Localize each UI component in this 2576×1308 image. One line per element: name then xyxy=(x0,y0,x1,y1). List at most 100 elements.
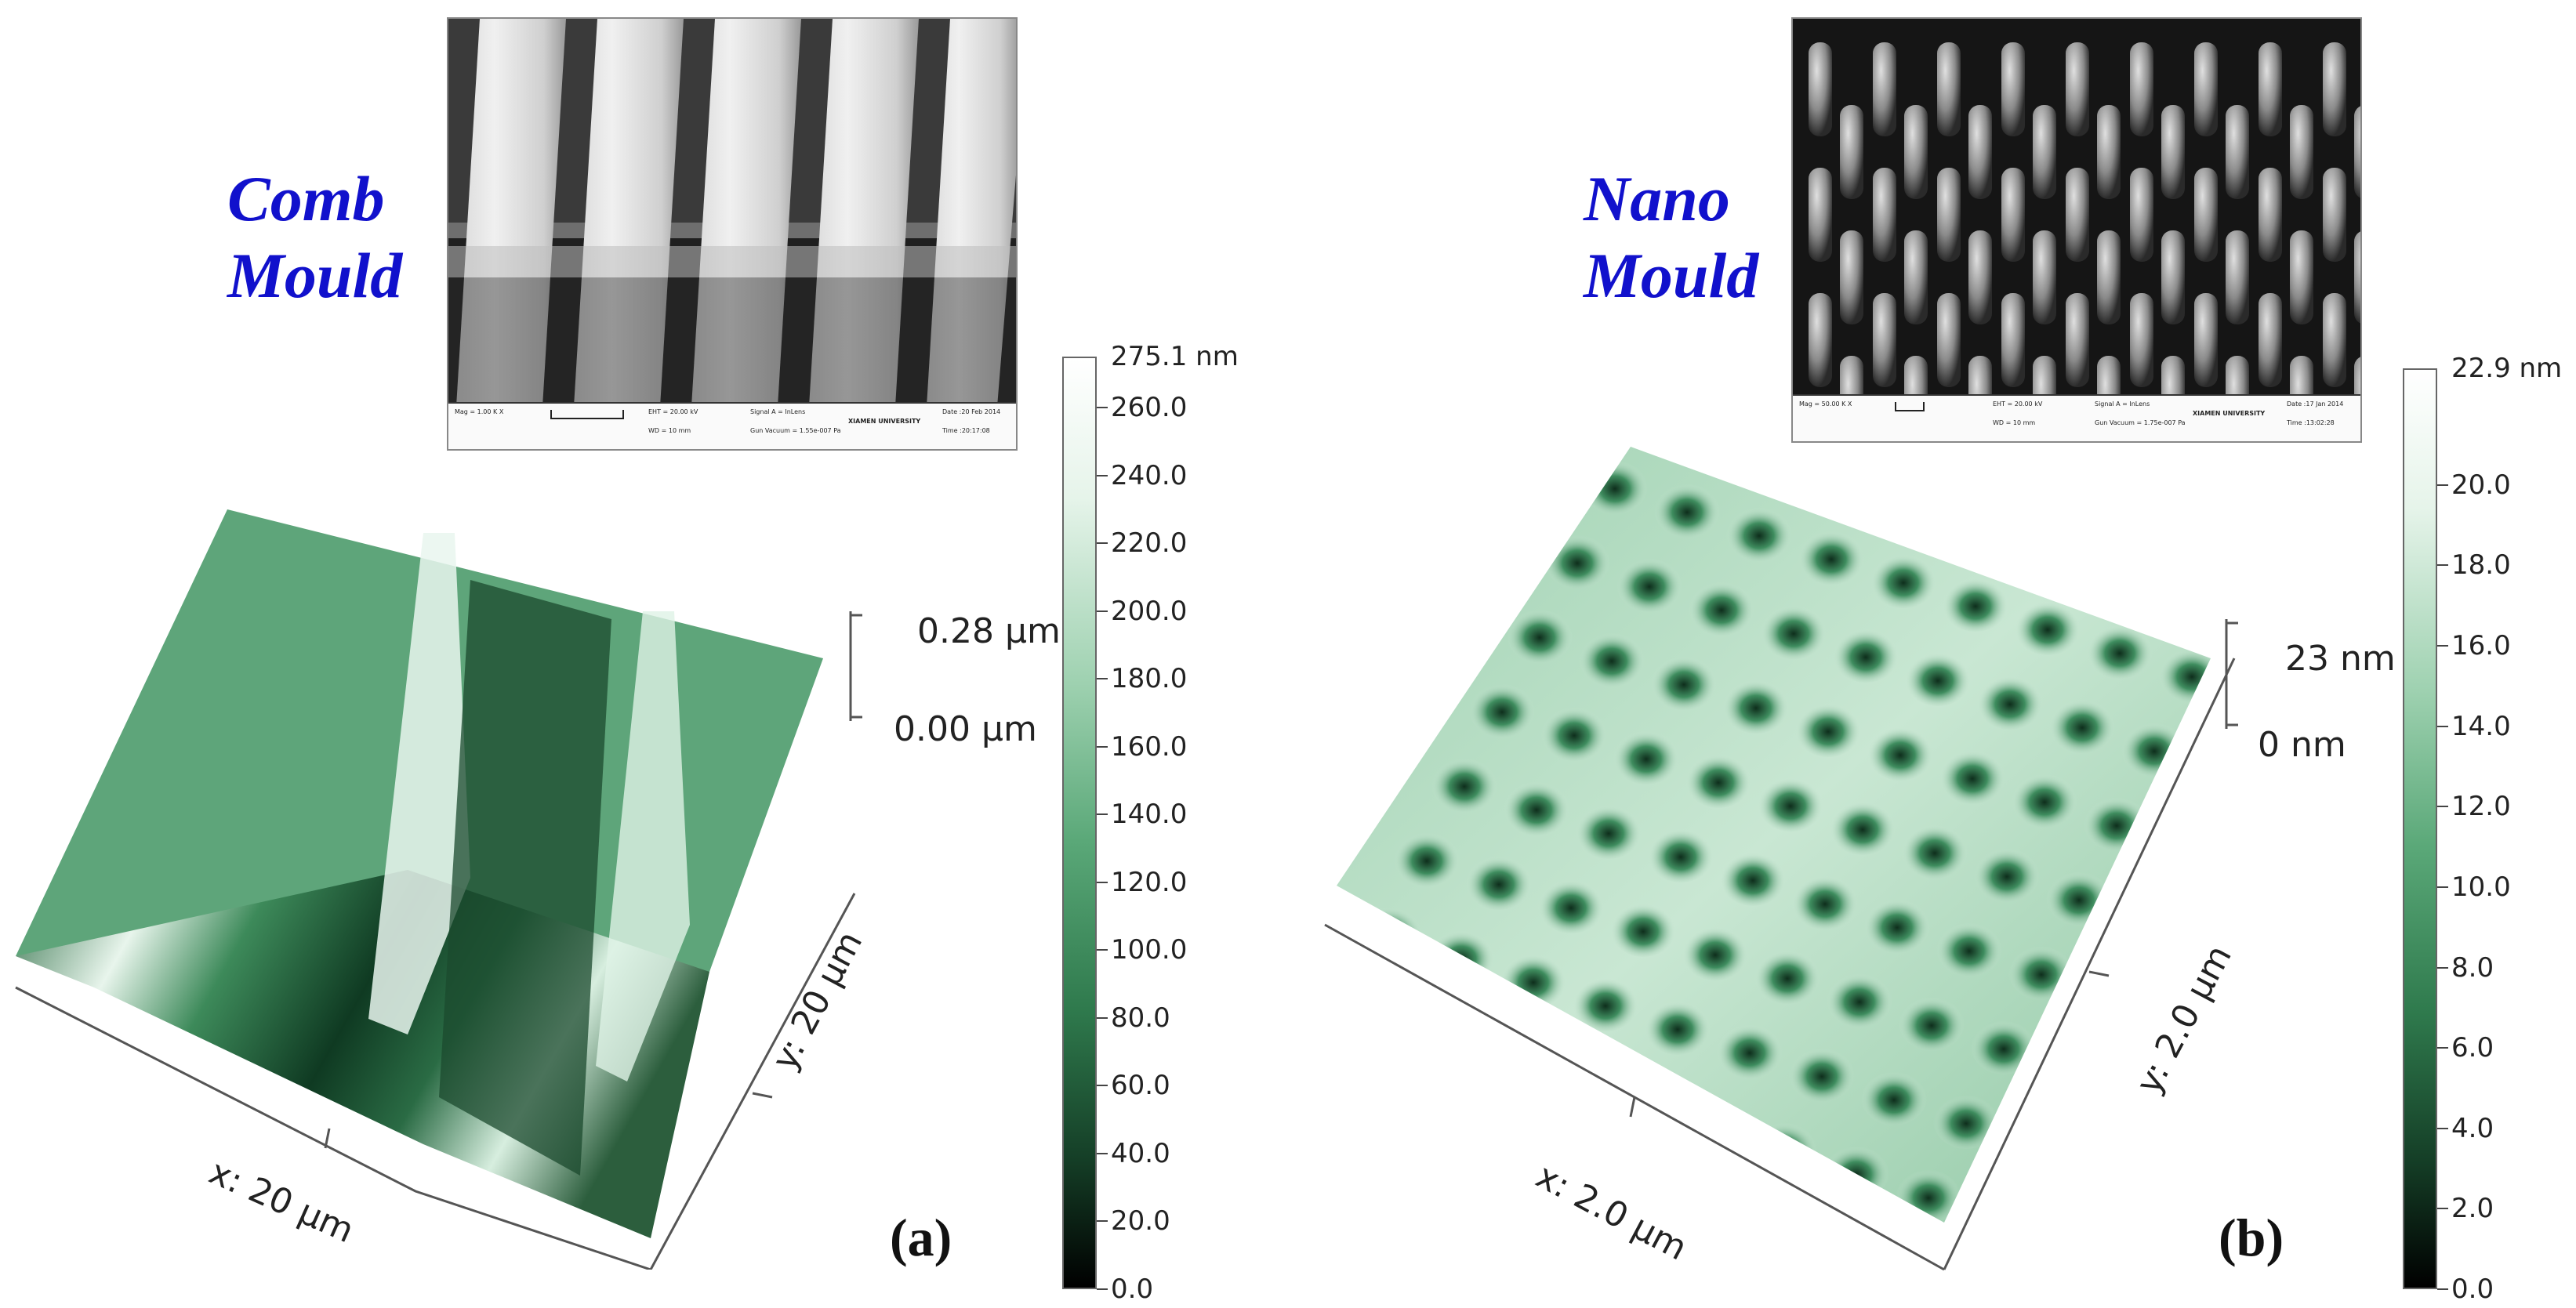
afm-dimple xyxy=(2046,869,2112,926)
sem-vacuum: Gun Vacuum = 1.55e-007 Pa xyxy=(750,427,841,434)
sem-pillar xyxy=(2066,293,2089,387)
sem-vacuum: Gun Vacuum = 1.75e-007 Pa xyxy=(2095,419,2186,426)
sem-pillar xyxy=(1968,230,1992,324)
afm-dimple xyxy=(1573,975,1638,1031)
nano-colorbar: 22.9 nm 20.0 18.0 16.0 14.0 12.0 10.0 8.0 6.0 4.… xyxy=(2403,353,2571,1305)
colorbar-tick xyxy=(2437,1047,2448,1049)
colorbar-tick xyxy=(1097,1220,1108,1223)
colorbar-tick-label: 200.0 xyxy=(1111,595,1188,627)
colorbar-tick-label: 20.0 xyxy=(1111,1205,1170,1237)
sem-pillar xyxy=(2130,42,2153,136)
sem-pillar xyxy=(1840,356,1863,441)
sem-signal: Signal A = InLens xyxy=(2095,400,2150,408)
afm-dimple xyxy=(1902,822,1968,879)
afm-dimple xyxy=(1544,532,1610,589)
afm-dimple xyxy=(1761,603,1827,659)
colorbar-tick xyxy=(1097,678,1108,680)
afm-dimple xyxy=(1391,1002,1457,1059)
colorbar-tick-label: 40.0 xyxy=(1111,1137,1170,1169)
colorbar-tick-label: 80.0 xyxy=(1111,1002,1170,1034)
sem-time: Time :13:02:28 xyxy=(2287,419,2335,426)
afm-dimple xyxy=(1723,677,1789,734)
sem-pillar xyxy=(1937,293,1961,387)
afm-dimple xyxy=(1943,575,2008,632)
panel-b-label: (b) xyxy=(2219,1208,2284,1267)
sem-pillar xyxy=(1968,105,1992,199)
panel-a-label: (a) xyxy=(890,1208,952,1267)
colorbar-tick xyxy=(1097,407,1108,409)
sem-pillar xyxy=(2161,105,2185,199)
colorbar-tick-label: 4.0 xyxy=(2451,1112,2494,1144)
afm-dimple xyxy=(2015,599,2081,655)
afm-dimple xyxy=(1899,995,1965,1051)
colorbar-tick-label: 6.0 xyxy=(2451,1032,2494,1064)
afm-dimple xyxy=(1798,528,1864,585)
afm-dimple xyxy=(1613,728,1679,784)
nano-title-line2: Mould xyxy=(1584,240,1759,311)
afm-dimple xyxy=(1394,830,1460,886)
nano-z-bottom-label: 0 nm xyxy=(2258,725,2346,765)
colorbar-tick-label: 160.0 xyxy=(1111,730,1188,763)
colorbar-tick-label: 2.0 xyxy=(2451,1193,2494,1225)
afm-dimple xyxy=(1830,799,1896,855)
afm-dimple xyxy=(1507,607,1573,663)
colorbar-tick-label: 240.0 xyxy=(1111,459,1188,491)
colorbar-ticks: 22.9 nm 20.0 18.0 16.0 14.0 12.0 10.0 8.0 6.0 4.… xyxy=(2437,353,2571,1305)
colorbar-tick xyxy=(1097,1016,1108,1019)
sem-pillar xyxy=(1840,230,1863,324)
colorbar-tick-label: 12.0 xyxy=(2451,791,2511,823)
afm-dimple xyxy=(1758,775,1823,832)
afm-dimple xyxy=(1861,1069,1927,1125)
afm-dimple xyxy=(1610,900,1676,957)
afm-dimple xyxy=(1792,873,1858,929)
afm-dimple xyxy=(1500,951,1566,1008)
comb-z-bottom-label: 0.00 µm xyxy=(894,709,1037,749)
sem-pillar xyxy=(2323,293,2346,387)
comb-colorbar: 275.1 nm 260.0 240.0 220.0 200.0 180.0 160.0 1… xyxy=(1062,341,1391,1305)
sem-org: XIAMEN UNIVERSITY xyxy=(848,418,921,425)
colorbar-gradient xyxy=(2403,368,2437,1289)
sem-pillar xyxy=(2194,42,2218,136)
colorbar-tick xyxy=(1097,745,1108,748)
sem-pillar xyxy=(2354,106,2360,198)
afm-dimple xyxy=(1648,826,1714,882)
afm-dimple xyxy=(1469,681,1535,737)
afm-dimple xyxy=(1651,654,1717,710)
afm-surface-base xyxy=(1337,447,2211,1223)
sem-pillar xyxy=(2354,357,2360,441)
afm-dimple xyxy=(1689,579,1754,636)
colorbar-tick xyxy=(2437,1288,2448,1290)
afm-dimple xyxy=(1827,971,1892,1027)
scale-bar xyxy=(550,410,624,419)
sem-pillar xyxy=(2259,42,2282,136)
nano-sem-info-bar: Mag = 50.00 K X EHT = 20.00 kV WD = 10 m… xyxy=(1793,394,2360,441)
colorbar-tick-label: 260.0 xyxy=(1111,392,1188,424)
afm-dimple xyxy=(1714,1194,1780,1223)
afm-dimple xyxy=(1867,724,1933,781)
colorbar-tick xyxy=(1097,949,1108,951)
afm-dimple xyxy=(1754,947,1820,1004)
colorbar-tick-label: 14.0 xyxy=(2451,710,2511,742)
comb-afm-surface xyxy=(15,509,862,1270)
sem-pillar xyxy=(2001,168,2025,262)
colorbar-tick-label: 10.0 xyxy=(2451,871,2511,903)
sem-pillar xyxy=(2033,230,2056,324)
sem-signal: Signal A = InLens xyxy=(750,408,806,415)
afm-dimple xyxy=(1864,897,1930,953)
comb-title-line2: Mould xyxy=(227,240,403,311)
scale-bar xyxy=(1895,402,1925,411)
nano-pillars xyxy=(1809,42,2360,441)
comb-title-line1: Comb xyxy=(227,163,385,234)
sem-pillar xyxy=(2001,42,2025,136)
afm-dimple xyxy=(2049,697,2115,753)
afm-dimple xyxy=(1466,853,1532,910)
afm-dimple xyxy=(1870,552,1936,608)
sem-pillar xyxy=(2066,168,2089,262)
comb-sem-picture xyxy=(448,19,1016,407)
afm-dimple xyxy=(1833,626,1899,683)
afm-dimple xyxy=(2084,795,2150,851)
nano-title-line1: Nano xyxy=(1584,163,1730,234)
afm-dimple xyxy=(1582,458,1648,514)
sem-pillar xyxy=(1904,105,1928,199)
sem-pillar xyxy=(2161,230,2185,324)
